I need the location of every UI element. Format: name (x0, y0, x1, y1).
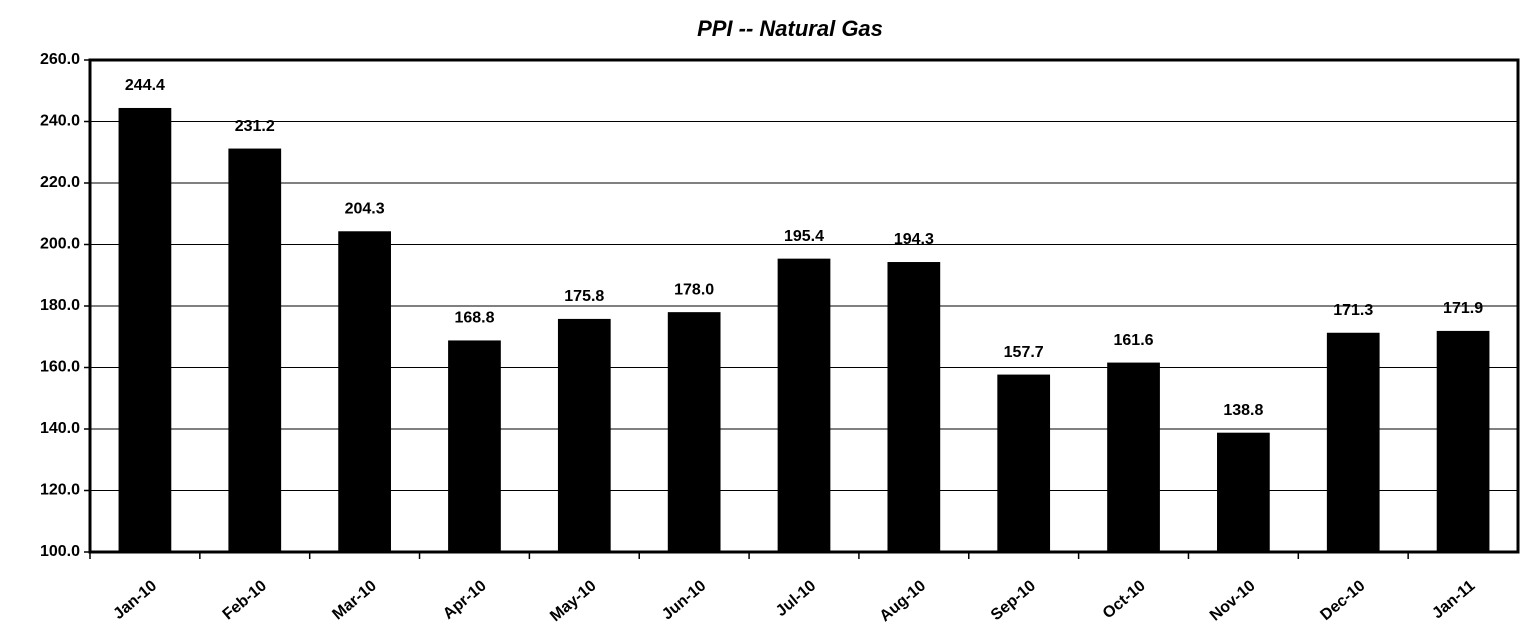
bar (448, 340, 501, 552)
bar (1107, 362, 1160, 552)
data-label: 175.8 (564, 288, 604, 305)
data-label: 194.3 (894, 231, 934, 248)
bar (118, 107, 172, 552)
data-label: 171.9 (1443, 300, 1483, 317)
bar (887, 262, 941, 552)
bar (1217, 432, 1270, 552)
bar (667, 312, 721, 552)
x-tick-label: Apr-10 (440, 577, 490, 623)
y-tick-label: 140.0 (40, 420, 80, 437)
data-label: 244.4 (125, 77, 165, 94)
x-tick-label: Aug-10 (877, 577, 930, 625)
y-tick-label: 100.0 (40, 543, 80, 560)
y-tick-label: 200.0 (40, 236, 80, 253)
bar (338, 231, 391, 552)
x-tick-label: Feb-10 (220, 577, 271, 623)
x-tick-label: Sep-10 (988, 577, 1039, 624)
y-tick-label: 240.0 (40, 113, 80, 130)
data-label: 138.8 (1223, 402, 1263, 419)
bar (1436, 330, 1490, 552)
bar (228, 148, 282, 552)
data-label: 195.4 (784, 228, 824, 245)
y-tick-label: 120.0 (40, 482, 80, 499)
bar (997, 374, 1051, 552)
data-label: 178.0 (674, 281, 714, 298)
x-tick-label: May-10 (547, 577, 600, 625)
data-label: 161.6 (1114, 332, 1154, 349)
y-tick-label: 180.0 (40, 297, 80, 314)
x-tick-label: Jan-11 (1429, 577, 1478, 622)
x-tick-label: Nov-10 (1207, 577, 1259, 624)
x-tick-label: Dec-10 (1317, 577, 1368, 624)
y-tick-label: 160.0 (40, 359, 80, 376)
data-label: 171.3 (1333, 302, 1373, 319)
x-tick-label: Oct-10 (1100, 577, 1149, 622)
x-tick-label: Jul-10 (773, 577, 819, 620)
y-tick-label: 260.0 (40, 51, 80, 68)
data-label: 204.3 (345, 200, 385, 217)
bar (1326, 332, 1380, 552)
bar (777, 258, 831, 552)
bar (557, 318, 611, 552)
chart-title: PPI -- Natural Gas (697, 16, 883, 41)
data-label: 231.2 (235, 118, 275, 135)
data-label: 157.7 (1004, 344, 1044, 361)
x-tick-label: Jan-10 (110, 577, 160, 623)
data-label: 168.8 (454, 310, 494, 327)
x-tick-label: Jun-10 (659, 577, 710, 623)
y-tick-label: 220.0 (40, 174, 80, 191)
x-tick-label: Mar-10 (329, 577, 380, 623)
